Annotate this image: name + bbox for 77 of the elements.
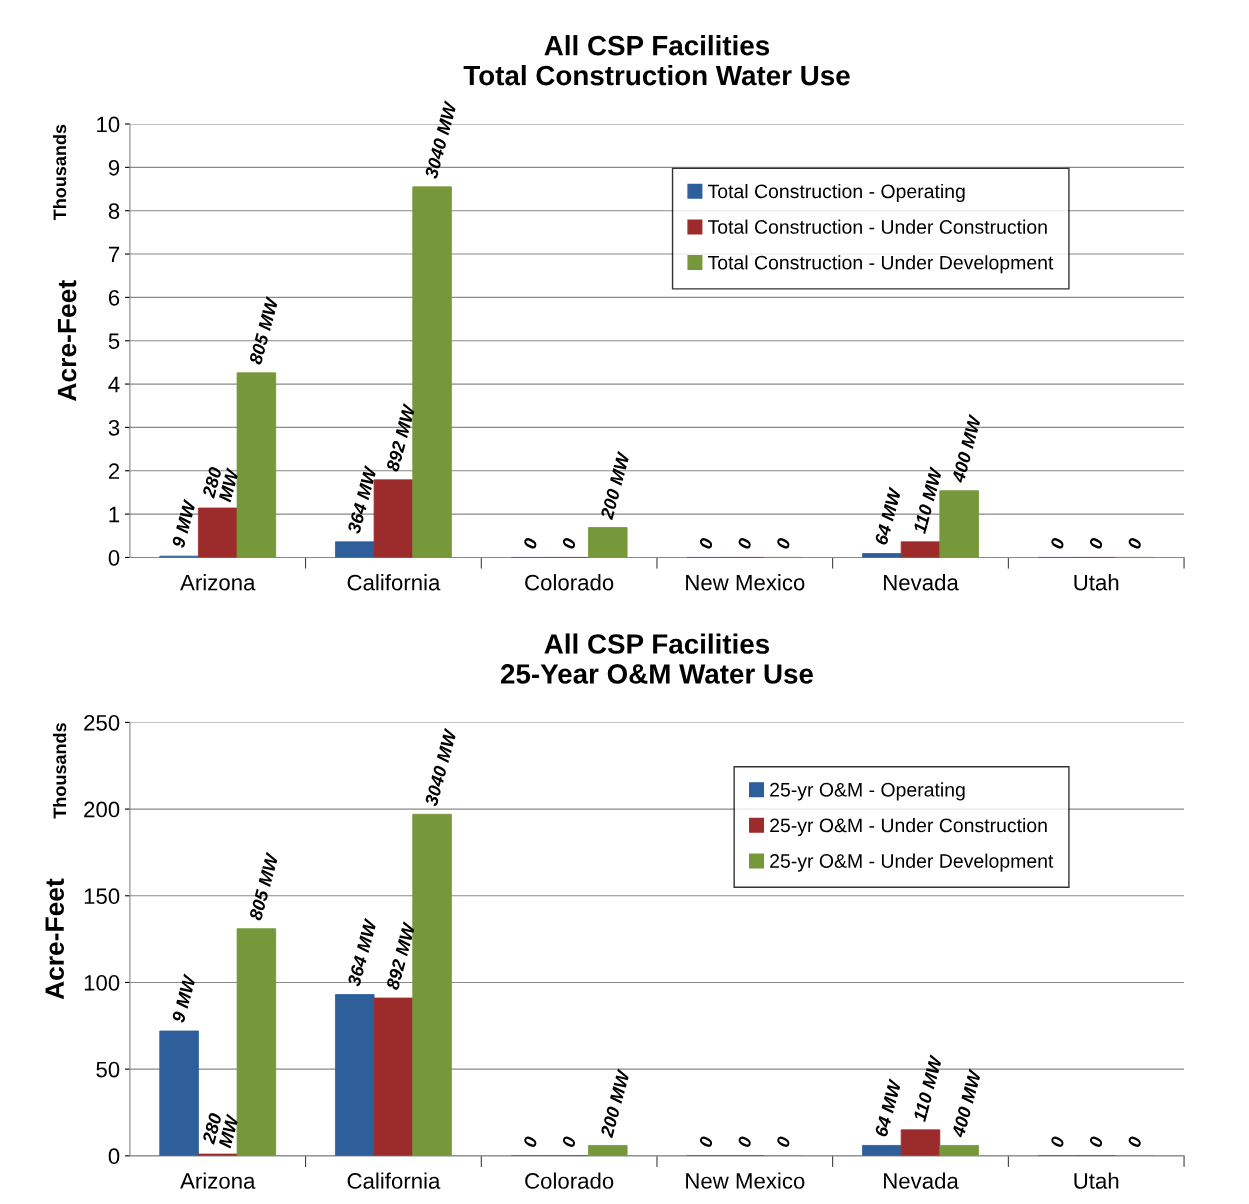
annotation: 0 (523, 537, 538, 550)
annotation: 364 MW (347, 464, 378, 535)
annotation: 64 MW (874, 1078, 902, 1138)
annotation: 64 MW (874, 486, 902, 546)
annotation: 110 MW (912, 1054, 943, 1123)
legend-label: 25-yr O&M - Operating (770, 782, 965, 801)
annotation: 110 MW (912, 466, 943, 535)
y-tick-label: 3 (108, 419, 120, 436)
y-tick-label: 100 (84, 975, 120, 991)
x-tick-label: Arizona (180, 574, 256, 591)
y-tick-label: 7 (108, 246, 120, 263)
y-axis-title: Acre-Feet (45, 878, 64, 1000)
y-axis-title: Acre-Feet (57, 280, 77, 401)
legend-label: 25-yr O&M - Under Construction (770, 817, 1047, 837)
y-tick-label: 150 (84, 888, 120, 905)
annotation: 0 (737, 537, 753, 550)
y-tick-label: 200 (84, 801, 120, 818)
annotation: 400 MW (951, 1068, 982, 1139)
y-tick-label: 8 (108, 203, 120, 219)
annotation: 9 MW (171, 973, 197, 1024)
x-tick-label: New Mexico (686, 1172, 805, 1189)
x-tick-label: Arizona (180, 1172, 256, 1189)
annotation: 280 MW (201, 466, 240, 503)
chart-title: All CSP Facilities 25-Year O&M Water Use (500, 633, 813, 684)
x-tick-label: California (347, 1172, 441, 1189)
y-tick-label: 2 (108, 463, 120, 479)
x-tick-label: California (347, 574, 441, 591)
annotation: 892 MW (385, 921, 416, 991)
x-tick-label: Nevada (884, 574, 959, 591)
annotation: 0 (1050, 1135, 1065, 1148)
y-tick-label: 6 (108, 289, 120, 306)
annotation: 9 MW (171, 498, 197, 549)
text: Thousands (52, 723, 67, 819)
x-tick-label: New Mexico (686, 574, 805, 591)
annotation: 0 (698, 1135, 714, 1148)
legend-label: Total Construction - Under Construction (707, 219, 1047, 234)
annotation: 3040 MW (424, 100, 458, 180)
legend-label: Total Construction - Operating (707, 183, 965, 203)
annotation: 0 (698, 537, 714, 550)
annotation: 0 (1127, 537, 1143, 550)
annotation: 364 MW (347, 917, 378, 988)
x-tick-label: Utah (1074, 574, 1119, 591)
annotation: 400 MW (951, 413, 982, 484)
annotation: 0 (1088, 537, 1104, 550)
y-tick-label: 1 (109, 506, 120, 523)
annotation: 0 (1088, 1135, 1104, 1148)
annotation: 3040 MW (424, 727, 458, 807)
annotation: 200 MW (600, 450, 631, 521)
y-tick-label: 5 (108, 333, 120, 349)
annotation: 0 (776, 1135, 791, 1148)
annotation: 200 MW (600, 1068, 631, 1139)
x-tick-label: Colorado (525, 574, 614, 591)
annotation: 0 (1127, 1135, 1143, 1148)
y-tick-label: 0 (108, 1148, 120, 1165)
y-tick-label: 0 (108, 549, 120, 566)
annotation: 892 MW (385, 402, 416, 473)
annotation: 0 (776, 537, 791, 550)
legend-label: Total Construction - Under Development (707, 255, 1054, 274)
y-tick-label: 4 (108, 376, 120, 393)
text: Thousands (52, 124, 67, 221)
y-tick-label: 10 (97, 116, 120, 133)
annotation: 0 (523, 1135, 538, 1148)
annotation: 0 (561, 537, 577, 550)
annotation: 0 (1050, 537, 1065, 550)
x-tick-label: Utah (1074, 1172, 1119, 1189)
x-tick-label: Colorado (525, 1172, 614, 1189)
chart-title: All CSP Facilities Total Construction Water Use (463, 35, 850, 86)
legend-label: 25-yr O&M - Under Development (770, 853, 1054, 872)
x-tick-label: Nevada (884, 1172, 959, 1189)
y-tick-label: 9 (108, 159, 120, 176)
y-tick-label: 50 (96, 1061, 120, 1078)
annotation: 0 (561, 1135, 577, 1148)
annotation: 805 MW (248, 295, 279, 366)
annotation: 805 MW (248, 851, 279, 922)
annotation: 0 (737, 1135, 753, 1148)
y-tick-label: 250 (84, 714, 120, 731)
annotation: 280 MW (201, 1112, 240, 1149)
